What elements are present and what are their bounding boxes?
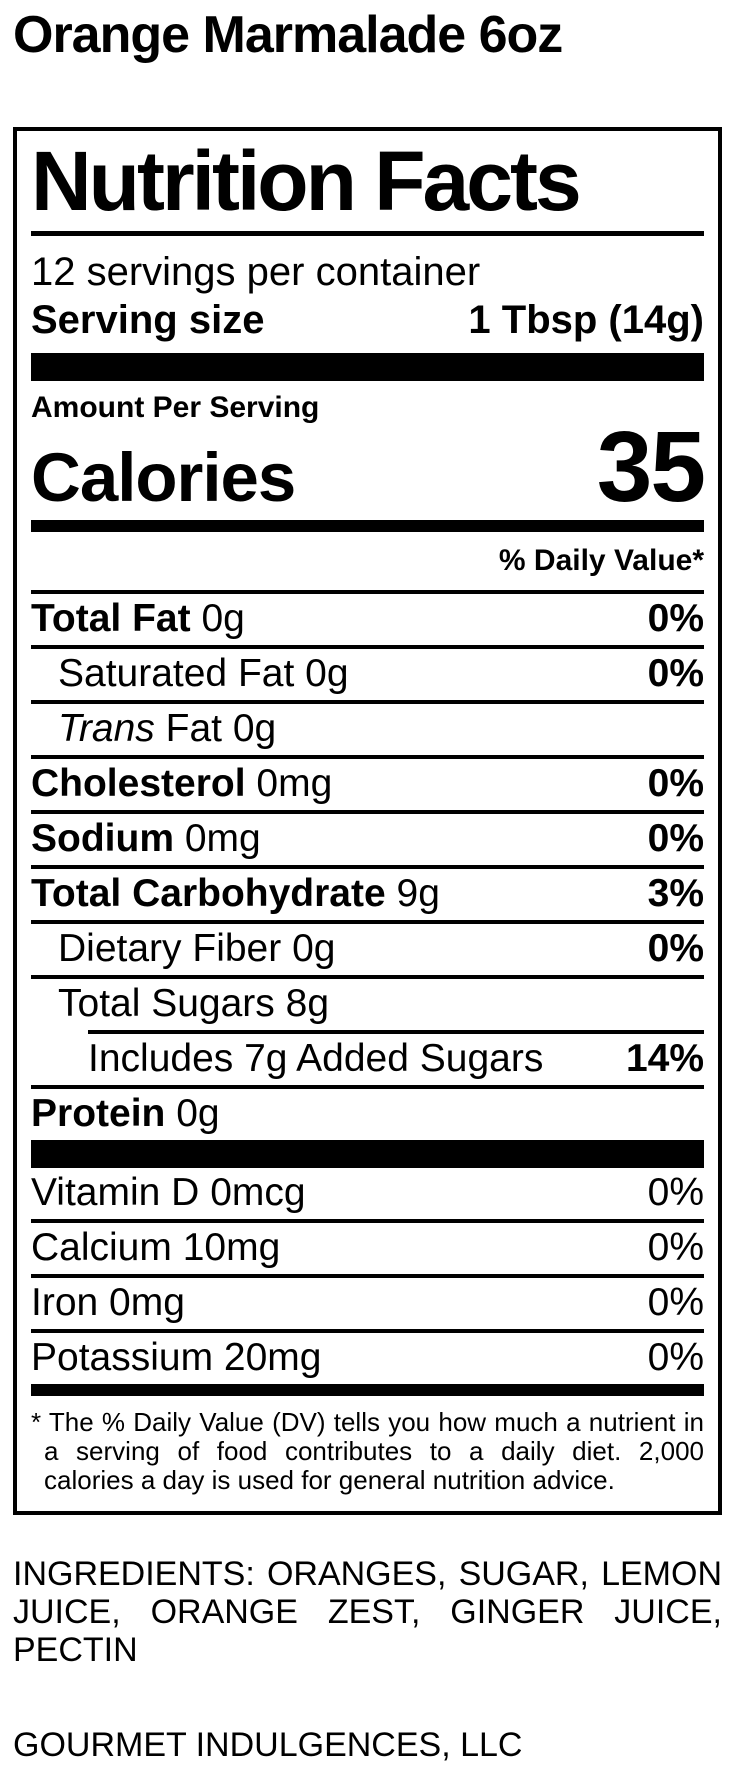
separator-bar-thick [31,353,704,382]
nutrient-name: Protein [31,1092,166,1136]
nutrient-name: Total Sugars [58,982,275,1026]
nutrient-amount: 0g [176,1092,220,1136]
daily-value-header: % Daily Value* [498,544,704,578]
daily-value: 3% [647,872,704,916]
daily-value: 0% [647,1281,704,1325]
servings-per-container: 12 servings per container [31,250,481,295]
amount-per-serving-label: Amount Per Serving [31,391,320,425]
nutrient-row-total-sugars: Total Sugars 8g [31,975,704,1030]
calories-label: Calories [31,439,296,517]
micronutrient-row-vitamin-d: Vitamin D 0mcg 0% [31,1168,704,1219]
nutrient-name: Total Carbohydrate [31,872,386,916]
nutrient-name-italic: Trans [58,707,155,751]
micronutrient-row-potassium: Potassium 20mg 0% [31,1329,704,1384]
serving-size-value: 1 Tbsp (14g) [468,298,704,343]
nutrient-name: Sodium [31,817,174,861]
nutrient-name-cell: Iron 0mg [31,1282,185,1324]
nutrient-amount: 0g [232,707,277,751]
nutrient-name-cell: Dietary Fiber 0g [31,928,335,970]
nutrient-amount: 0mcg [210,1171,306,1215]
nutrient-amount: 0g [305,652,349,696]
nutrient-name: Saturated Fat [58,652,295,696]
daily-value: 0% [647,817,704,861]
daily-value: 0% [647,762,704,806]
nutrient-name-cell: Total Fat 0g [31,598,245,640]
nutrient-name: Fat [165,707,222,751]
separator-bar-medium [31,1384,704,1397]
calories-row: Calories 35 [31,411,706,524]
calories-value: 35 [596,411,706,524]
nutrition-facts-title: Nutrition Facts [31,131,704,237]
micronutrient-row-iron: Iron 0mg 0% [31,1274,704,1329]
nutrient-row-protein: Protein 0g [31,1085,704,1140]
nutrient-row-saturated-fat: Saturated Fat 0g 0% [31,645,704,700]
nutrient-amount: 9g [396,872,440,916]
nutrient-name-cell: Calcium 10mg [31,1227,280,1269]
nutrient-name: Vitamin D [31,1171,200,1215]
nutrient-amount: 20mg [223,1336,322,1380]
manufacturer-name: GOURMET INDULGENCES, LLC [13,1726,523,1765]
separator-bar-thick [31,1140,704,1169]
nutrient-name: Iron [31,1281,99,1325]
daily-value: 0% [647,652,704,696]
nutrient-row-total-carbohydrate: Total Carbohydrate 9g 3% [31,865,704,920]
nutrient-name: Dietary Fiber [58,927,282,971]
nutrient-row-dietary-fiber: Dietary Fiber 0g 0% [31,920,704,975]
daily-value: 0% [647,1336,704,1380]
nutrition-facts-panel: Nutrition Facts 12 servings per containe… [13,127,722,1516]
nutrient-amount: 0g [292,927,336,971]
daily-value: 0% [647,1171,704,1215]
nutrient-name-cell: Saturated Fat 0g [31,653,349,695]
daily-value-footnote: * The % Daily Value (DV) tells you how m… [31,1407,704,1496]
nutrient-name: Includes 7g Added Sugars [88,1037,544,1081]
ingredients-text: INGREDIENTS: ORANGES, SUGAR, LEMON JUICE… [13,1555,722,1670]
nutrient-name: Calcium [31,1226,172,1270]
nutrient-amount: 8g [285,982,330,1026]
nutrient-row-added-sugars: Includes 7g Added Sugars 14% [31,1034,704,1085]
nutrient-name-cell: Potassium 20mg [31,1337,321,1379]
nutrient-amount: 0mg [109,1281,185,1325]
nutrient-row-total-fat: Total Fat 0g 0% [31,590,704,645]
product-title: Orange Marmalade 6oz [13,6,563,64]
nutrient-name-cell: Trans Fat 0g [31,708,276,750]
nutrient-name-cell: Vitamin D 0mcg [31,1172,306,1214]
nutrient-amount: 0g [201,597,245,641]
daily-value: 0% [647,1226,704,1270]
nutrient-name-cell: Total Carbohydrate 9g [31,873,440,915]
serving-size-row: Serving size 1 Tbsp (14g) [31,298,704,353]
nutrient-name-cell: Cholesterol 0mg [31,763,332,805]
nutrient-row-sodium: Sodium 0mg 0% [31,810,704,865]
nutrient-name: Total Fat [31,597,191,641]
nutrient-name-cell: Total Sugars 8g [31,983,329,1025]
serving-size-label: Serving size [31,298,265,343]
nutrient-name: Potassium [31,1336,214,1380]
nutrient-row-cholesterol: Cholesterol 0mg 0% [31,755,704,810]
nutrient-amount: 0mg [256,762,333,806]
nutrient-name-cell: Protein 0g [31,1093,220,1135]
nutrient-name: Cholesterol [31,762,246,806]
indented-separator-rule [88,1030,704,1035]
nutrient-amount: 0mg [184,817,261,861]
nutrient-name-cell: Sodium 0mg [31,818,261,860]
nutrient-row-trans-fat: Trans Fat 0g [31,700,704,755]
nutrient-name-cell: Includes 7g Added Sugars [31,1038,543,1080]
nutrient-amount: 10mg [182,1226,281,1270]
daily-value: 0% [647,597,704,641]
separator-bar-medium [31,520,704,533]
daily-value: 0% [647,927,704,971]
micronutrient-row-calcium: Calcium 10mg 0% [31,1219,704,1274]
daily-value: 14% [625,1037,704,1081]
